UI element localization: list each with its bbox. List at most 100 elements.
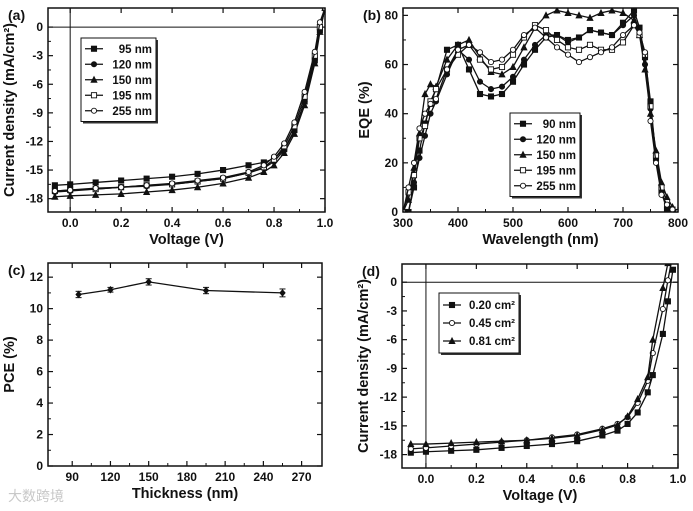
data-point [281, 140, 288, 147]
data-point [636, 29, 643, 36]
data-point [270, 153, 278, 160]
data-point [623, 412, 632, 420]
x-axis-label: Wavelength (nm) [482, 232, 598, 248]
data-point [624, 420, 631, 427]
data-point [647, 103, 654, 110]
legend-label: 0.45 cm² [469, 318, 515, 330]
x-tick-label: 150 [139, 470, 159, 484]
legend-label: 0.20 cm² [469, 300, 515, 312]
data-point [465, 56, 473, 63]
y-tick-label: -18 [26, 192, 44, 206]
data-point [520, 56, 528, 63]
data-point [270, 161, 278, 169]
data-point [487, 86, 495, 93]
data-point [647, 118, 654, 125]
data-point [663, 201, 671, 208]
data-point [291, 119, 298, 126]
data-point [416, 125, 423, 132]
series-2 [51, 8, 325, 200]
data-point [553, 36, 561, 44]
x-tick-label: 1.0 [670, 472, 687, 486]
data-point [472, 438, 480, 446]
x-tick-label: 0.2 [113, 216, 130, 230]
y-tick-label: -6 [32, 77, 43, 91]
data-point [664, 298, 671, 305]
x-tick-label: 0.6 [569, 472, 586, 486]
data-point [487, 66, 495, 73]
data-point [608, 44, 616, 51]
data-point [509, 62, 517, 71]
panel-label: (d) [362, 263, 380, 279]
data-point [573, 431, 581, 439]
y-tick-label: -12 [380, 390, 398, 404]
data-point [608, 8, 616, 14]
data-point [634, 409, 641, 416]
data-point [564, 39, 572, 46]
data-point [142, 187, 151, 196]
legend-label: 255 nm [112, 106, 152, 118]
y-tick-label: 10 [30, 302, 44, 316]
data-point [658, 191, 665, 198]
data-point [520, 43, 528, 51]
data-point [564, 51, 572, 58]
x-axis-label: Thickness (nm) [132, 486, 239, 502]
y-tick-label: -6 [386, 333, 397, 347]
y-tick-label: 0 [36, 20, 43, 34]
y-tick-label: 80 [385, 8, 399, 22]
y-tick-label: 12 [30, 270, 44, 284]
series-0 [407, 266, 677, 456]
data-point [465, 66, 473, 73]
data-point [194, 177, 201, 184]
legend-marker [90, 107, 98, 114]
data-point [659, 305, 666, 313]
data-point [553, 31, 561, 39]
data-point [669, 266, 677, 273]
x-tick-label: 0.8 [619, 472, 636, 486]
legend: 90 nm 120 nm 150 nm 195 nm 255 nm [509, 112, 582, 199]
x-tick-label: 240 [253, 470, 273, 484]
data-point [443, 66, 451, 73]
legend-marker [90, 92, 98, 99]
data-point [670, 251, 675, 256]
x-tick-label: 0.6 [215, 216, 232, 230]
plot-frame [47, 7, 326, 213]
y-tick-label: 40 [385, 107, 399, 121]
x-tick-label: 300 [393, 216, 413, 230]
data-point [597, 29, 605, 36]
data-point [476, 90, 484, 98]
data-point [598, 425, 607, 433]
data-point [531, 41, 539, 48]
data-point [280, 148, 288, 156]
x-axis-label: Voltage (V) [149, 232, 224, 248]
data-point [548, 441, 556, 448]
data-point [509, 51, 517, 58]
x-tick-label: 800 [668, 216, 688, 230]
data-point [245, 162, 252, 169]
data-point [244, 173, 253, 181]
x-tick-label: 270 [292, 470, 312, 484]
data-point [619, 22, 627, 29]
legend-label: 150 nm [536, 150, 576, 162]
y-tick-label: 4 [36, 396, 43, 410]
series-4 [51, 8, 325, 195]
data-point [497, 437, 506, 445]
data-point [575, 11, 583, 19]
data-point [416, 135, 423, 142]
data-point [454, 46, 462, 53]
x-tick-label: 0.0 [62, 216, 79, 230]
legend-marker [448, 319, 456, 327]
data-point [619, 31, 627, 39]
panel-label: (b) [363, 7, 381, 23]
data-point [316, 19, 323, 26]
plot-frame [401, 263, 679, 469]
y-tick-label: 20 [385, 156, 399, 170]
data-point [487, 93, 495, 100]
data-point [473, 446, 480, 453]
legend-label: 90 nm [543, 119, 576, 131]
legend-marker [448, 301, 456, 309]
data-point [649, 335, 657, 343]
series-2 [407, 264, 672, 448]
data-point [447, 439, 455, 447]
y-tick-label: 6 [36, 365, 43, 379]
data-point [427, 100, 434, 107]
